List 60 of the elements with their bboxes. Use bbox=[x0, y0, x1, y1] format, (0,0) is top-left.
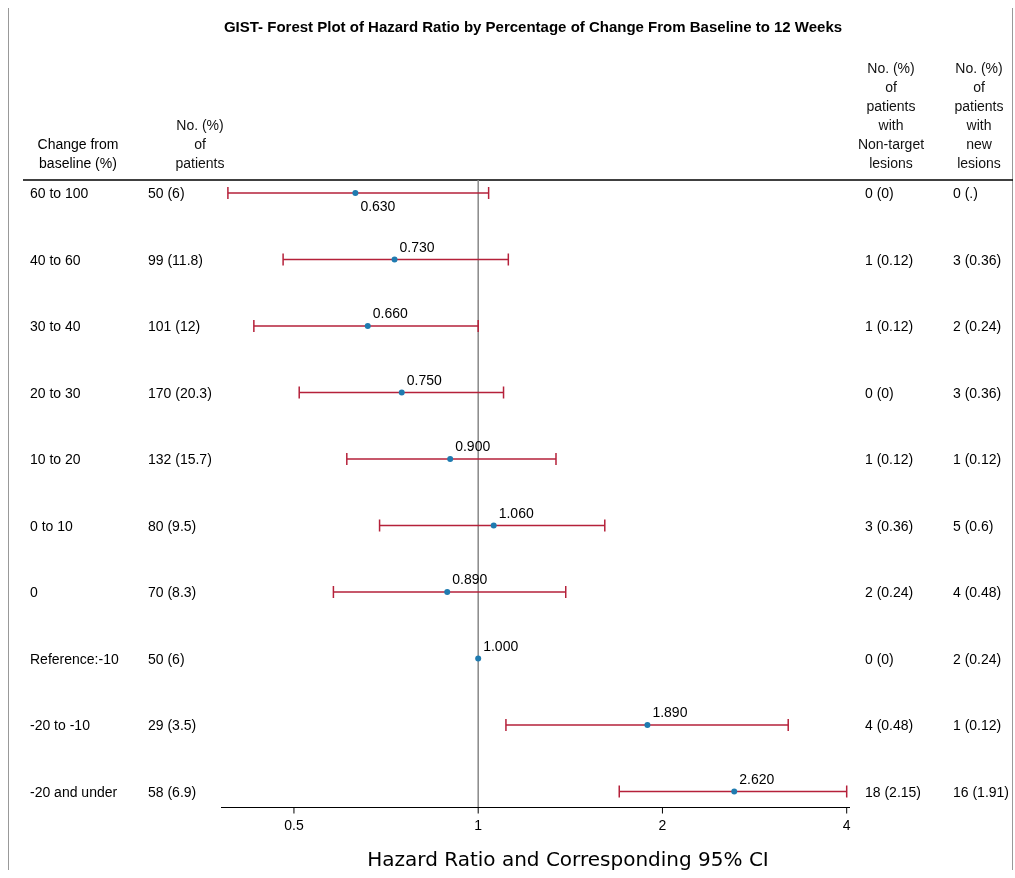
text: 101 (12) bbox=[148, 318, 201, 334]
y-axis-title: Change from baseline (%) bbox=[37, 136, 119, 171]
text: 4 (0.48) bbox=[865, 717, 914, 733]
x-tick-label: 1 bbox=[474, 816, 483, 833]
chart-title: GIST- Forest Plot of Hazard Ratio by Percentage of Change From Baseline to 12 Weeks bbox=[223, 18, 843, 35]
data-label: 1.060 bbox=[498, 504, 534, 521]
x-tick-label: 4 bbox=[842, 816, 851, 833]
text: 70 (8.3) bbox=[148, 584, 197, 600]
y-tick-label: 10 to 20 bbox=[30, 451, 81, 467]
text: 0 (.) bbox=[953, 185, 978, 201]
y-tick-label: -20 and under bbox=[30, 783, 118, 800]
data-label: 0.750 bbox=[406, 371, 442, 388]
x-axis-title: Hazard Ratio and Corresponding 95% CI bbox=[367, 846, 769, 871]
x-tick-label: 0.5 bbox=[284, 816, 304, 833]
text: 1 (0.12) bbox=[953, 451, 1002, 467]
text: 0 (0) bbox=[865, 384, 894, 401]
data-label: 0.630 bbox=[360, 198, 396, 214]
text: 0 (0) bbox=[865, 650, 894, 667]
y-tick-label: 40 to 60 bbox=[30, 251, 81, 268]
text: 5 (0.6) bbox=[953, 517, 994, 534]
text: 1 (0.12) bbox=[865, 451, 914, 467]
y-tick-label: 20 to 30 bbox=[30, 384, 81, 401]
y-tick-label: 0 to 10 bbox=[30, 517, 74, 534]
data-label: 0.730 bbox=[399, 238, 435, 255]
y-tick-label: 60 to 100 bbox=[30, 185, 89, 201]
text: No. (%) of patients bbox=[175, 117, 225, 171]
text: No. (%) of patients with new lesions bbox=[954, 60, 1004, 171]
y-tick-label: -20 to -10 bbox=[30, 717, 91, 733]
text: 3 (0.36) bbox=[953, 251, 1002, 268]
data-label: 0.900 bbox=[455, 438, 491, 454]
text: 16 (1.91) bbox=[953, 783, 1010, 800]
text: 1 (0.12) bbox=[953, 717, 1002, 733]
text: 29 (3.5) bbox=[148, 717, 197, 733]
text: 2 (0.24) bbox=[953, 318, 1002, 334]
text: 80 (9.5) bbox=[148, 517, 197, 534]
text: 132 (15.7) bbox=[148, 451, 212, 467]
text: 3 (0.36) bbox=[865, 517, 914, 534]
text: 50 (6) bbox=[148, 650, 185, 667]
data-label: 1.890 bbox=[652, 704, 688, 720]
text: 1 (0.12) bbox=[865, 318, 914, 334]
text: 1 (0.12) bbox=[865, 251, 914, 268]
text: 18 (2.15) bbox=[865, 783, 922, 800]
data-label: 0.890 bbox=[452, 571, 488, 587]
y-tick-label: Reference:-10 bbox=[30, 650, 119, 667]
x-tick-label: 2 bbox=[658, 816, 667, 833]
text: 4 (0.48) bbox=[953, 584, 1002, 600]
text: 170 (20.3) bbox=[148, 384, 212, 401]
y-tick-label: 0 bbox=[30, 584, 38, 600]
data-label: 2.620 bbox=[739, 770, 775, 787]
text: 2 (0.24) bbox=[865, 584, 914, 600]
data-label: 0.660 bbox=[372, 305, 408, 321]
text: No. (%) of patients with Non-target lesions bbox=[857, 60, 925, 171]
text: 2 (0.24) bbox=[953, 650, 1002, 667]
text: 58 (6.9) bbox=[148, 783, 197, 800]
text: 99 (11.8) bbox=[148, 251, 203, 268]
data-label: 1.000 bbox=[483, 637, 519, 654]
text: 0 (0) bbox=[865, 185, 894, 201]
y-tick-label: 30 to 40 bbox=[30, 318, 81, 334]
text: 50 (6) bbox=[148, 185, 185, 201]
text: 3 (0.36) bbox=[953, 384, 1002, 401]
